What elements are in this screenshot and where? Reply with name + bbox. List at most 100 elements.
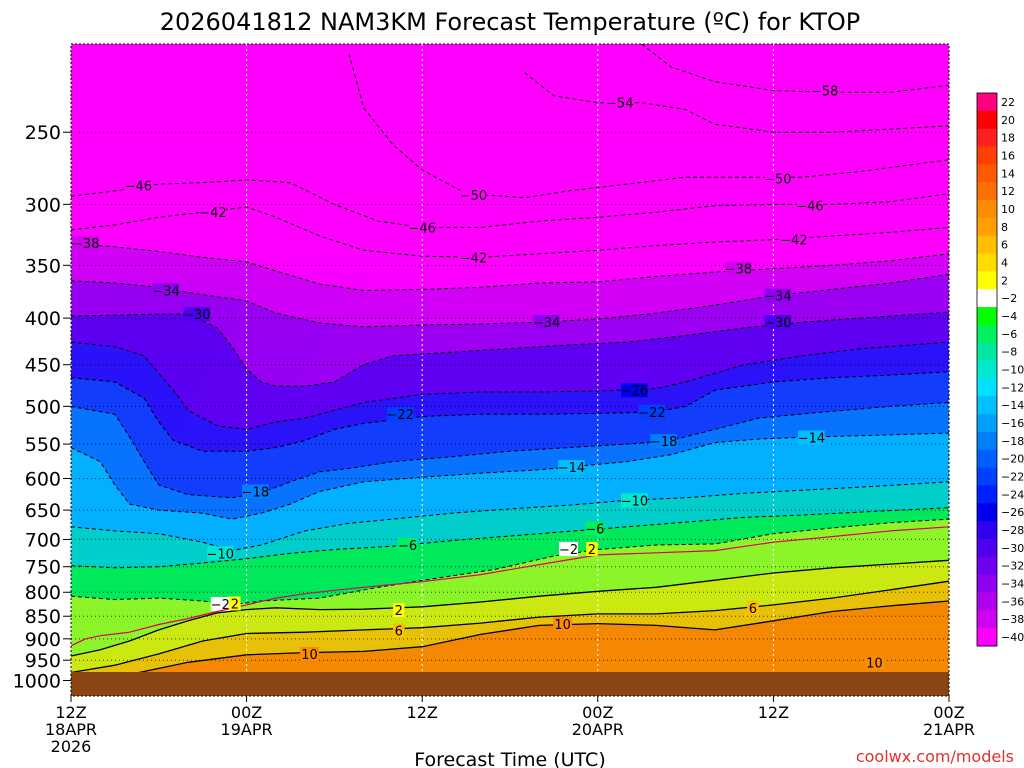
isotherm-label: −34 [533,316,560,331]
isotherm-label: −10 [207,547,234,562]
y-tick-label: 700 [25,529,61,551]
colorbar-swatch [977,110,997,130]
isotherm-label: −42 [199,206,226,221]
isotherm-label: 2 [231,597,239,612]
colorbar-swatch [977,503,997,522]
isotherm-label: −30 [764,316,791,331]
isotherm-label: −46 [125,179,152,194]
isotherm-label-bg [621,383,648,398]
colorbar-label: −2 [1001,292,1017,305]
y-tick-label: 900 [25,629,61,651]
isotherm-label-bg [796,198,824,213]
colorbar-swatch [977,128,997,148]
y-tick-label: 300 [25,194,61,216]
isotherm-label: −6 [398,539,417,554]
x-tick-label: 00Z [231,703,262,722]
isotherm-label-bg [650,434,677,449]
colorbar-label: −26 [1001,506,1024,519]
colorbar-label: −28 [1001,524,1024,537]
isotherm-line [71,179,949,228]
isotherm-label: −18 [242,485,269,500]
isotherm-label-bg [393,603,405,618]
colorbar-label: −16 [1001,417,1024,430]
isotherm-line [71,580,949,674]
colorbar-frame [976,92,998,647]
x-tick-label: 12Z [758,703,789,722]
colorbar-label: 18 [1001,132,1015,145]
colorbar-swatch [977,574,997,593]
plot-frame [70,43,950,697]
isotherm-label-bg [460,250,487,265]
colorbar-label: −14 [1001,399,1024,412]
isotherm-label-bg [725,261,752,276]
colorbar-label: −20 [1001,453,1024,466]
colorbar-label: −22 [1001,471,1024,484]
colorbar-label: −40 [1001,631,1024,644]
isotherm-label-bg [300,646,320,661]
x-tick-label: 00Z [933,703,964,722]
isotherm-label: −54 [606,97,633,112]
isotherm-label-bg [764,288,792,303]
colorbar-swatch [977,628,997,647]
x-tick-label: 12Z [407,703,438,722]
colorbar-swatch [977,324,997,344]
isotherm-label-bg [621,493,648,508]
colorbar-label: −10 [1001,364,1024,377]
y-tick-label: 350 [25,255,61,277]
colorbar-swatch [977,271,997,290]
isotherm-label: 2 [588,543,596,558]
isotherm-line [71,242,949,292]
isotherm-label-bg [152,283,180,298]
colorbar-label: −32 [1001,560,1024,573]
colorbar-label: −12 [1001,381,1024,394]
colorbar-swatch [977,307,997,326]
isotherm-label-bg [747,600,759,615]
colorbar-label: 22 [1001,96,1015,109]
isotherm-line [348,53,949,199]
isotherm-label-bg [585,521,605,536]
colorbar-swatch [977,610,997,629]
isotherm-label: −38 [725,263,752,278]
isotherm-label-bg [408,220,436,235]
isotherm-line [71,273,949,328]
y-tick-label: 400 [25,308,61,330]
isotherm-label: −42 [460,251,487,266]
isotherm-line [71,600,949,682]
isotherm-label: −34 [764,290,791,305]
isotherm-label-bg [780,232,808,247]
colorbar-label: −38 [1001,613,1024,626]
colorbar-label: 8 [1001,221,1008,234]
isotherm-label-bg [638,404,666,419]
colorbar-label: −4 [1001,310,1017,323]
isotherm-label-bg [72,236,99,251]
isotherm-lines: −58−54−50−50−46−46−46−42−42−42−38−38−34−… [71,44,949,682]
colorbar-label: 2 [1001,274,1008,287]
isotherm-label: −42 [780,234,807,249]
colorbar-label: −30 [1001,542,1024,555]
isotherm-label: 2 [395,604,403,619]
isotherm-line [71,432,949,520]
colorbar-label: 10 [1001,203,1015,216]
y-tick-label: 850 [25,606,61,628]
colorbar-swatch [977,521,997,540]
y-tick-label: 600 [25,468,61,490]
colorbar-swatch [977,217,997,237]
isotherm-line [71,526,949,647]
isotherm-label: −22 [387,408,414,423]
colorbar: 22 20 18 16 14 12 10 8 6 4 2 −2 −4 −6 −8 −10 −12 −14 −16 −1… [976,92,1024,647]
isotherm-line [71,341,949,430]
isotherm-label-bg [586,541,598,556]
colorbar-label: −18 [1001,435,1024,448]
y-tick-label: 750 [25,557,61,579]
isotherm-line [71,401,949,499]
colorbar-label: 6 [1001,239,1008,252]
isotherm-label: −14 [558,461,585,476]
colorbar-swatch [977,360,997,379]
isotherm-label-bg [199,205,227,220]
temperature-bands [71,44,949,696]
colorbar-label: −8 [1001,346,1017,359]
isotherm-label-bg [798,430,825,445]
isotherm-label-bg [229,596,241,611]
colorbar-swatch [977,342,997,362]
